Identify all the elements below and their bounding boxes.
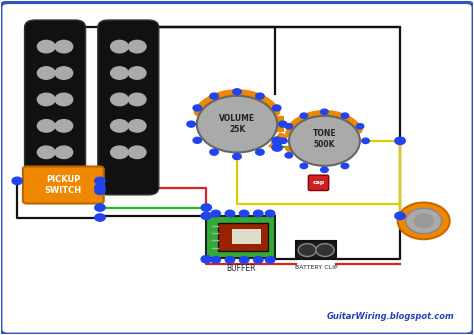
Circle shape — [55, 67, 73, 79]
Circle shape — [320, 167, 328, 173]
Text: BATTERY CLIP: BATTERY CLIP — [295, 265, 337, 270]
Circle shape — [55, 93, 73, 106]
Bar — [273, 116, 284, 132]
Circle shape — [210, 149, 219, 155]
Ellipse shape — [285, 145, 301, 153]
Circle shape — [273, 137, 281, 143]
Circle shape — [300, 163, 308, 169]
Circle shape — [273, 105, 281, 111]
Circle shape — [211, 257, 220, 263]
FancyBboxPatch shape — [309, 175, 328, 191]
Circle shape — [210, 93, 219, 99]
Circle shape — [12, 177, 22, 185]
Circle shape — [285, 153, 292, 158]
Circle shape — [201, 256, 211, 263]
FancyBboxPatch shape — [23, 166, 104, 204]
Circle shape — [95, 204, 105, 211]
Text: VOLUME
25K: VOLUME 25K — [219, 115, 255, 134]
Text: cap: cap — [312, 180, 325, 185]
Circle shape — [316, 244, 334, 257]
Circle shape — [128, 93, 146, 106]
Text: BUFFER: BUFFER — [226, 264, 255, 273]
Circle shape — [128, 120, 146, 132]
Circle shape — [110, 120, 128, 132]
Circle shape — [265, 257, 275, 263]
Circle shape — [95, 214, 105, 221]
Circle shape — [362, 138, 369, 143]
Circle shape — [225, 210, 235, 217]
Circle shape — [211, 210, 220, 217]
Circle shape — [233, 153, 241, 159]
Circle shape — [255, 93, 264, 99]
Circle shape — [341, 113, 349, 118]
Circle shape — [254, 257, 263, 263]
Bar — [218, 222, 268, 251]
Circle shape — [239, 257, 249, 263]
Text: TONE
500K: TONE 500K — [313, 129, 336, 149]
Circle shape — [300, 113, 308, 118]
Circle shape — [37, 120, 55, 132]
Circle shape — [193, 137, 201, 143]
Circle shape — [398, 203, 450, 239]
Circle shape — [265, 210, 275, 217]
Circle shape — [225, 257, 235, 263]
Circle shape — [128, 40, 146, 53]
Circle shape — [37, 40, 55, 53]
Circle shape — [128, 146, 146, 158]
Circle shape — [55, 40, 73, 53]
Circle shape — [110, 146, 128, 158]
Text: GuitarWiring.blogspot.com: GuitarWiring.blogspot.com — [327, 312, 455, 321]
Circle shape — [55, 120, 73, 132]
Circle shape — [279, 121, 287, 127]
Circle shape — [395, 137, 405, 144]
Circle shape — [37, 67, 55, 79]
Circle shape — [233, 89, 241, 95]
Circle shape — [289, 116, 360, 166]
Circle shape — [356, 124, 364, 129]
Circle shape — [95, 187, 105, 195]
Circle shape — [128, 67, 146, 79]
Bar — [268, 132, 289, 150]
Ellipse shape — [285, 129, 301, 137]
Circle shape — [341, 163, 349, 169]
Circle shape — [110, 40, 128, 53]
FancyBboxPatch shape — [98, 20, 159, 195]
Circle shape — [201, 212, 211, 219]
Circle shape — [187, 121, 195, 127]
Circle shape — [254, 210, 263, 217]
Circle shape — [285, 124, 292, 129]
Text: PICKUP
SWITCH: PICKUP SWITCH — [45, 175, 82, 195]
Circle shape — [272, 137, 283, 144]
Circle shape — [197, 96, 277, 152]
Circle shape — [272, 144, 283, 151]
Circle shape — [239, 210, 249, 217]
Bar — [256, 100, 277, 118]
Bar — [232, 229, 261, 244]
Circle shape — [55, 146, 73, 158]
Circle shape — [37, 93, 55, 106]
Circle shape — [406, 208, 442, 233]
FancyBboxPatch shape — [25, 20, 85, 195]
Circle shape — [110, 67, 128, 79]
Circle shape — [95, 184, 105, 191]
Circle shape — [298, 244, 317, 257]
Circle shape — [414, 214, 433, 227]
Circle shape — [37, 146, 55, 158]
Circle shape — [95, 177, 105, 185]
Circle shape — [280, 138, 287, 143]
Circle shape — [110, 93, 128, 106]
Circle shape — [255, 149, 264, 155]
Circle shape — [320, 109, 328, 115]
Circle shape — [193, 105, 201, 111]
Circle shape — [395, 212, 405, 219]
Circle shape — [201, 204, 211, 211]
Bar — [206, 216, 275, 258]
Bar — [296, 241, 336, 259]
